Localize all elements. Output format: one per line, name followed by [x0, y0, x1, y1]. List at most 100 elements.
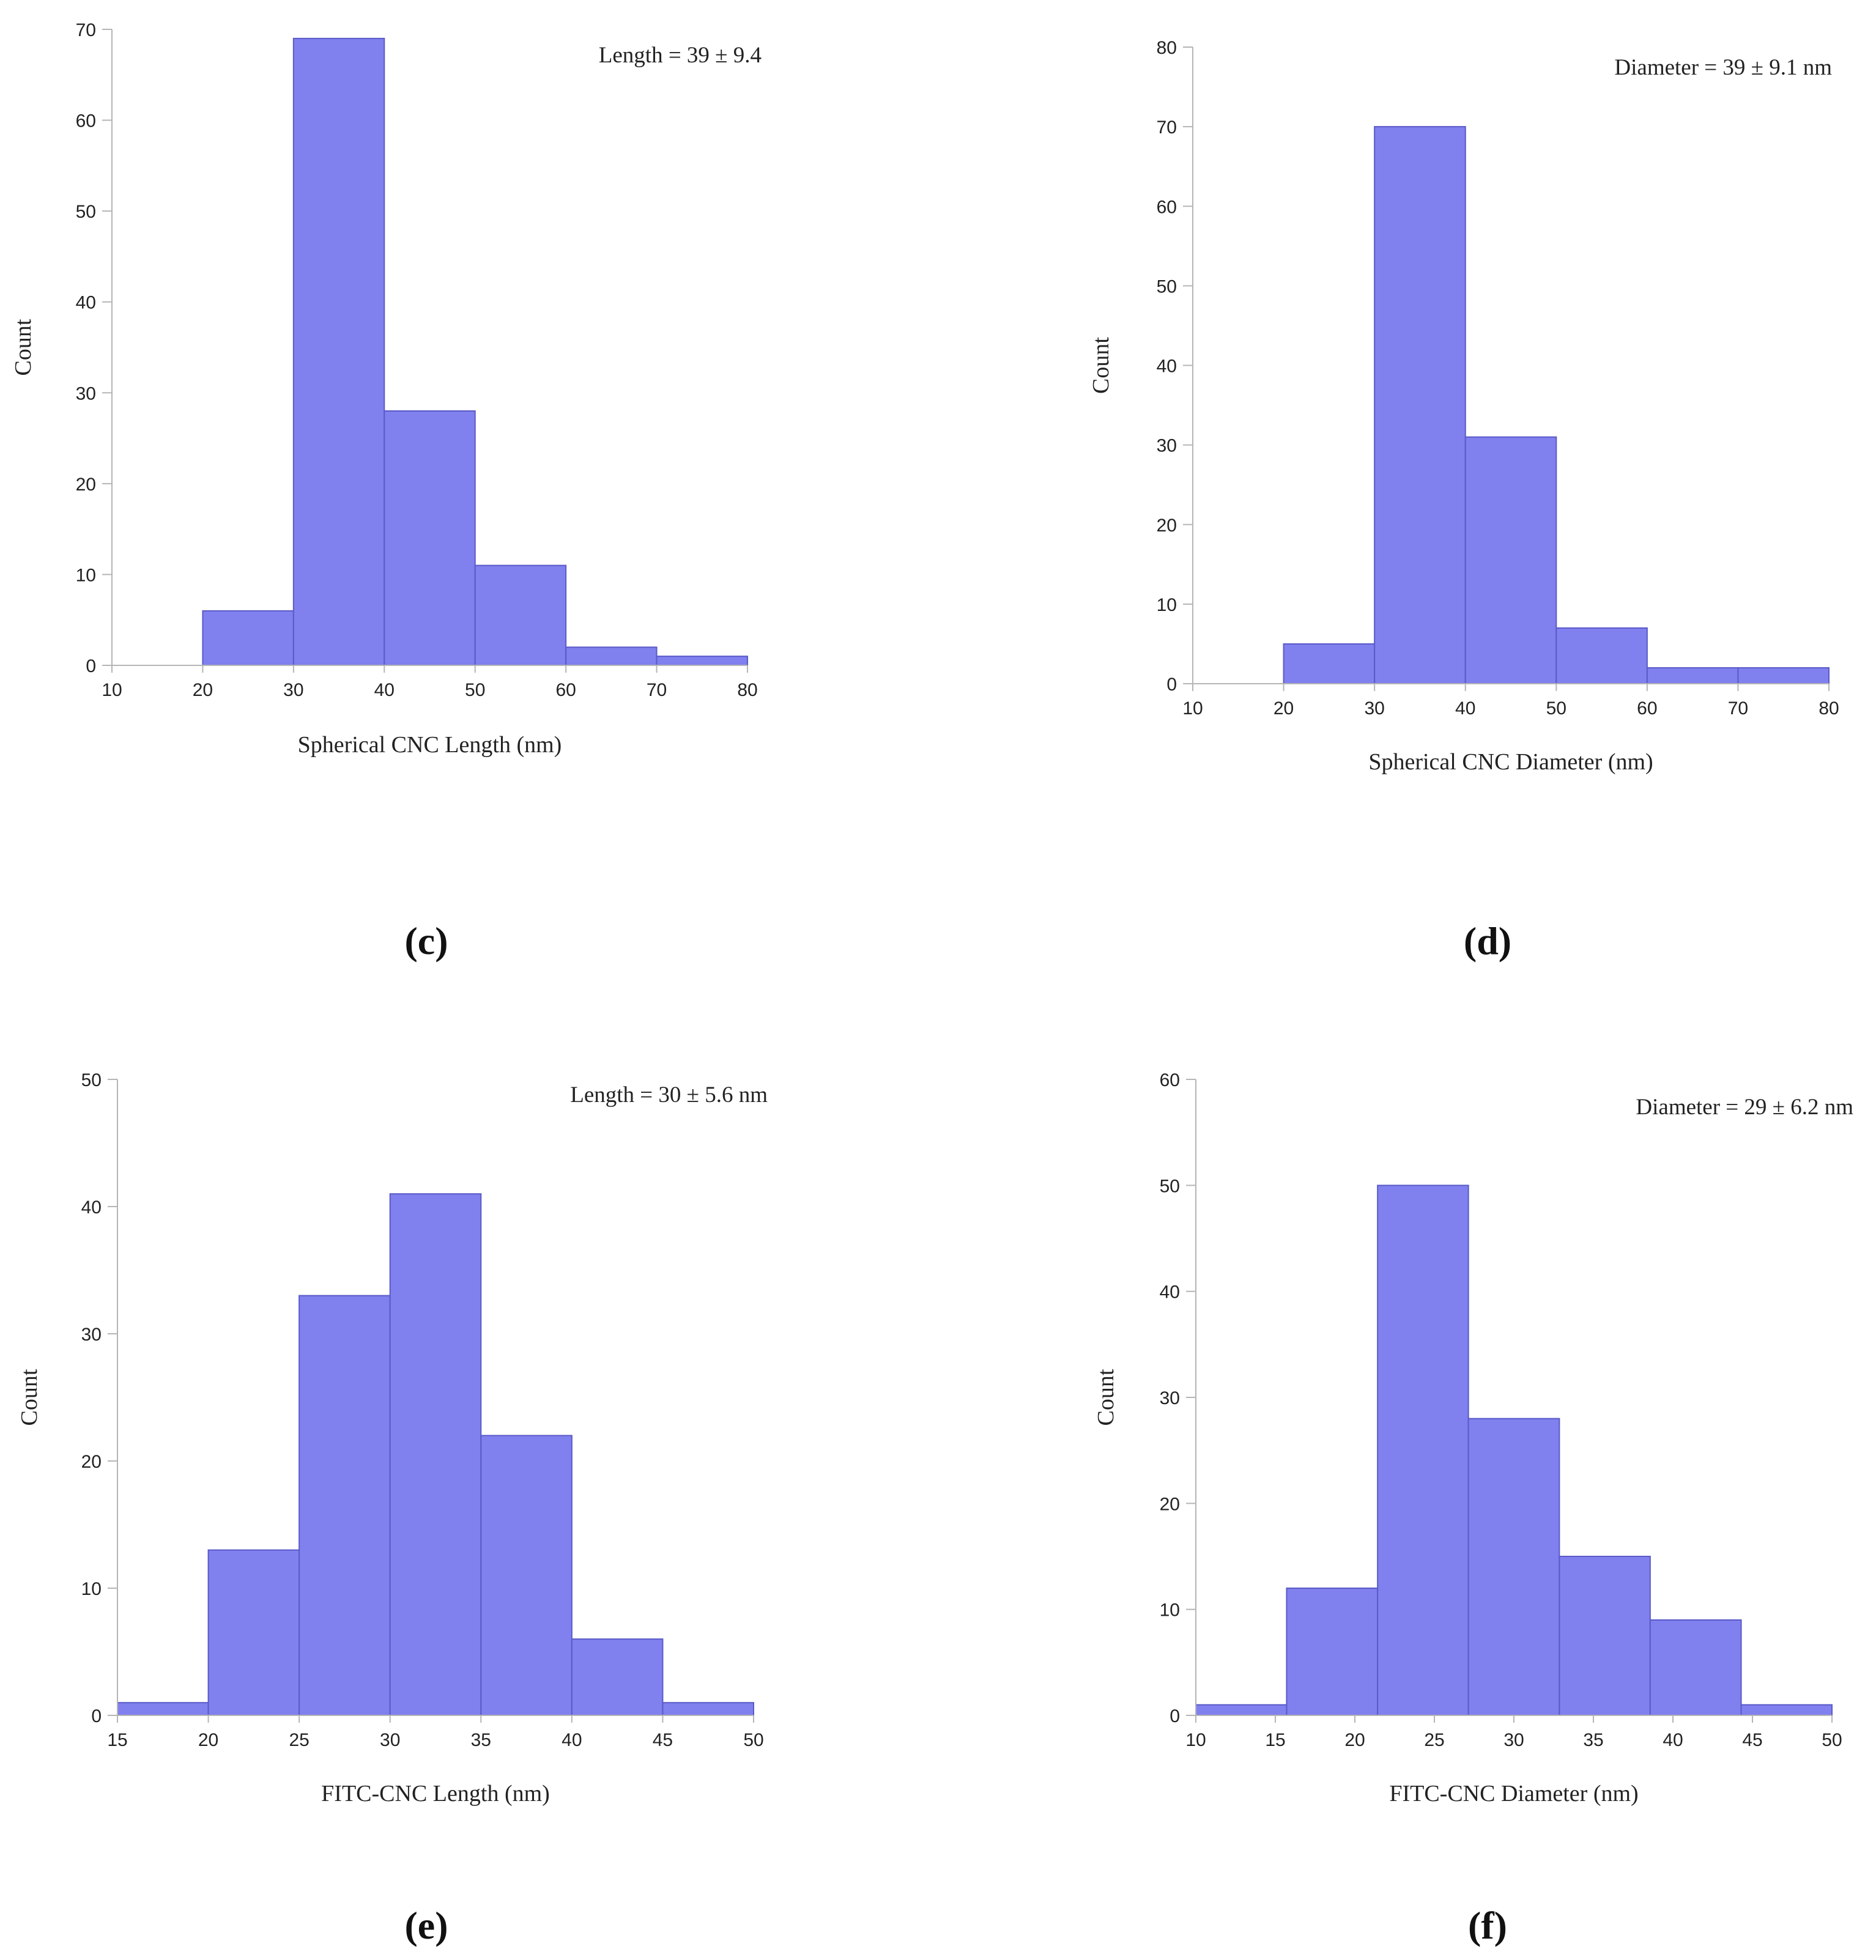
histogram-bar	[1559, 1556, 1651, 1716]
histogram-bar	[474, 564, 567, 666]
x-tick-label: 30	[1364, 698, 1384, 719]
y-tick-label: 10	[76, 565, 96, 585]
histogram-bar	[117, 1702, 209, 1716]
y-tick-label: 10	[81, 1579, 102, 1599]
y-tick-label: 60	[1157, 197, 1177, 217]
histogram-bar	[571, 1638, 664, 1716]
stats-annotation: Diameter = 39 ± 9.1 nm	[1614, 55, 1832, 80]
x-tick-label: 15	[1265, 1730, 1285, 1750]
y-axis-title: Count	[1088, 337, 1114, 394]
y-tick-label: 0	[1166, 675, 1177, 695]
x-tick-label: 10	[1182, 698, 1203, 719]
x-tick-label: 35	[1583, 1730, 1603, 1750]
x-tick-label: 50	[465, 680, 485, 700]
x-tick-label: 80	[1819, 698, 1839, 719]
histogram-bar	[1649, 1619, 1742, 1716]
x-tick-label: 45	[1742, 1730, 1762, 1750]
x-axis-title: FITC-CNC Length (nm)	[321, 1781, 550, 1807]
stats-annotation: Diameter = 29 ± 6.2 nm	[1636, 1095, 1853, 1120]
y-tick-label: 50	[1157, 276, 1177, 297]
x-tick-label: 20	[193, 680, 213, 700]
panel-label: (e)	[404, 1904, 448, 1947]
y-tick-label: 20	[76, 475, 96, 495]
x-tick-label: 70	[1728, 698, 1748, 719]
x-tick-label: 45	[653, 1730, 673, 1750]
histogram-panel-e: 0 10 20 30 40 50 15 20 25 30 35 40 45 50 FITC-CNC Leng…	[17, 1070, 768, 1947]
y-axis-title: Count	[1093, 1369, 1119, 1426]
y-tick-label: 10	[1157, 595, 1177, 615]
histogram-bar	[656, 656, 748, 666]
stats-annotation: Length = 30 ± 5.6 nm	[570, 1082, 768, 1108]
y-tick-label: 40	[76, 293, 96, 313]
x-tick-label: 10	[1185, 1730, 1206, 1750]
y-tick-label: 30	[1160, 1388, 1180, 1408]
y-axis-title: Count	[10, 319, 36, 375]
histogram-bar	[1286, 1588, 1379, 1716]
histogram-bar	[1374, 126, 1466, 684]
x-tick-label: 15	[107, 1730, 127, 1750]
x-tick-label: 40	[562, 1730, 582, 1750]
y-tick-label: 70	[76, 20, 96, 40]
y-tick-label: 0	[91, 1706, 102, 1726]
x-tick-label: 80	[737, 680, 757, 700]
y-tick-label: 30	[76, 383, 96, 404]
x-tick-label: 40	[374, 680, 395, 700]
x-tick-label: 50	[1822, 1730, 1842, 1750]
x-tick-label: 60	[1637, 698, 1657, 719]
histogram-bar	[1737, 667, 1830, 684]
y-tick-label: 0	[86, 656, 96, 676]
histogram-bar	[1377, 1185, 1469, 1717]
y-tick-label: 40	[81, 1197, 102, 1218]
y-tick-label: 20	[81, 1452, 102, 1472]
panel-label: (d)	[1464, 919, 1511, 963]
histogram-bar	[662, 1702, 755, 1716]
x-axis-title: FITC-CNC Diameter (nm)	[1389, 1781, 1638, 1807]
x-tick-label: 40	[1455, 698, 1475, 719]
histogram-bar	[480, 1435, 573, 1716]
histogram-bar	[565, 646, 658, 667]
x-tick-label: 25	[289, 1730, 309, 1750]
histogram-bar	[207, 1549, 300, 1717]
histogram-bar	[202, 610, 294, 666]
y-tick-label: 80	[1157, 38, 1177, 58]
histogram-bar	[1283, 643, 1376, 684]
x-tick-label: 50	[743, 1730, 763, 1750]
histogram-bar	[384, 410, 476, 666]
y-tick-label: 30	[81, 1325, 102, 1345]
x-tick-label: 20	[198, 1730, 218, 1750]
y-tick-label: 60	[1160, 1070, 1180, 1090]
y-tick-label: 60	[76, 111, 96, 131]
y-tick-label: 20	[1160, 1494, 1180, 1514]
histogram-bar	[298, 1295, 391, 1717]
histogram-bar	[1740, 1704, 1833, 1717]
histogram-bar	[292, 37, 385, 666]
stats-annotation: Length = 39 ± 9.4	[599, 43, 762, 68]
x-tick-label: 25	[1424, 1730, 1444, 1750]
y-tick-label: 70	[1157, 117, 1177, 138]
y-tick-label: 40	[1157, 357, 1177, 377]
panel-label: (f)	[1468, 1904, 1507, 1947]
x-tick-label: 30	[283, 680, 303, 700]
y-tick-label: 50	[1160, 1176, 1180, 1196]
y-tick-label: 50	[76, 202, 96, 222]
x-tick-label: 40	[1663, 1730, 1683, 1750]
x-axis-title: Spherical CNC Length (nm)	[298, 732, 562, 758]
y-tick-label: 40	[1160, 1282, 1180, 1303]
y-tick-label: 30	[1157, 436, 1177, 456]
histogram-bar	[389, 1193, 482, 1716]
y-tick-label: 10	[1160, 1600, 1180, 1621]
histogram-bar	[1555, 627, 1648, 684]
histogram-panel-c: 0 10 20 30 40 50 60 70 10 20 30 40 50 60 70 80 Spherical…	[10, 20, 762, 963]
y-axis-title: Count	[17, 1369, 42, 1426]
histogram-bar	[1467, 1418, 1560, 1717]
x-axis-title: Spherical CNC Diameter (nm)	[1368, 749, 1653, 775]
x-tick-label: 30	[1503, 1730, 1524, 1750]
panel-label: (c)	[404, 919, 448, 963]
x-tick-label: 50	[1546, 698, 1566, 719]
y-tick-label: 20	[1157, 516, 1177, 536]
x-tick-label: 20	[1274, 698, 1294, 719]
x-tick-label: 10	[102, 680, 122, 700]
